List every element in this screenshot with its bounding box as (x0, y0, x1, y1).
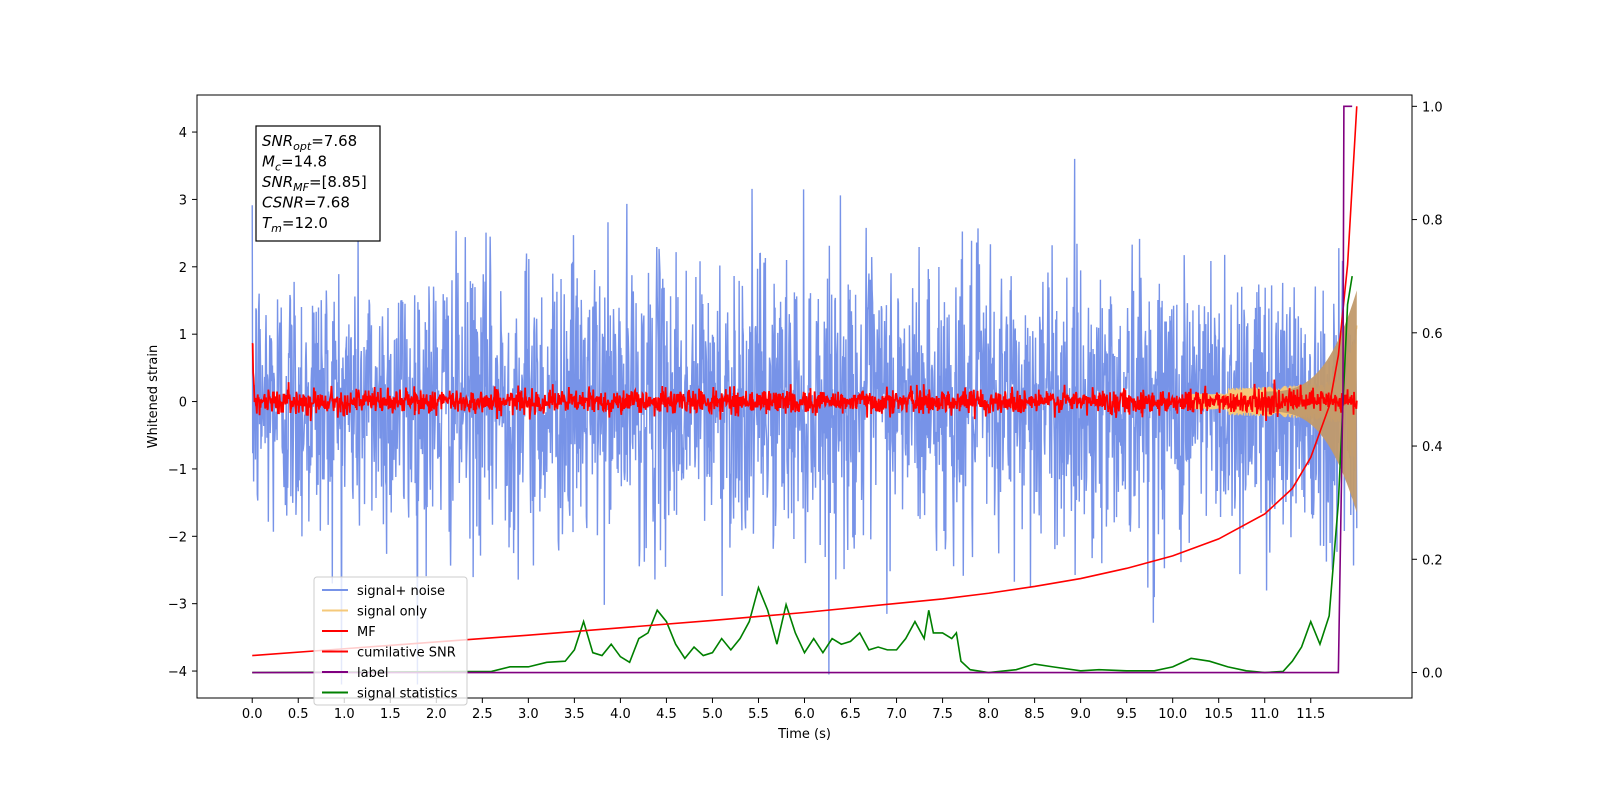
legend-entry: signal statistics (357, 687, 458, 702)
x-tick-label: 8.0 (978, 707, 999, 722)
annotation-line: SNRopt=7.68 (262, 132, 357, 153)
x-tick-label: 6.0 (794, 707, 815, 722)
y-tick-label: −4 (168, 665, 187, 680)
y-tick-label: 2 (179, 261, 187, 276)
signal-noise-layer (251, 158, 1358, 685)
annotation-line: SNRMF=[8.85] (262, 173, 367, 194)
x-tick-label: 3.0 (518, 707, 539, 722)
series-label (252, 105, 1353, 674)
annotation-line: CSNR=7.68 (262, 194, 350, 212)
legend-entry: signal only (357, 605, 427, 620)
x-tick-label: 6.5 (840, 707, 861, 722)
x-tick-label: 5.0 (702, 707, 723, 722)
legend-frame (313, 576, 468, 706)
x-tick-label: 11.0 (1250, 707, 1279, 722)
x-tick-label: 10.0 (1158, 707, 1187, 722)
x-tick-label: 2.5 (472, 707, 493, 722)
x-tick-label: 7.0 (886, 707, 907, 722)
x-tick-label: 5.5 (748, 707, 769, 722)
series-mf (251, 342, 1358, 422)
y-tick-label: 4 (179, 126, 187, 141)
x-tick-label: 2.0 (426, 707, 447, 722)
x-tick-label: 4.5 (656, 707, 677, 722)
y2-tick-label: 0.2 (1422, 553, 1443, 568)
y2-tick-label: 0.6 (1422, 327, 1443, 342)
mf-layer (251, 342, 1358, 422)
x-tick-label: 7.5 (932, 707, 953, 722)
y-tick-label: −2 (168, 530, 187, 545)
y-tick-label: 3 (179, 193, 187, 208)
x-tick-label: 0.0 (242, 707, 263, 722)
x-tick-label: 11.5 (1296, 707, 1325, 722)
y2-tick-label: 0.0 (1422, 667, 1443, 682)
annotation-line: Tm=12.0 (262, 214, 328, 235)
y-tick-label: 1 (179, 328, 187, 343)
series-cumilative-snr (252, 106, 1358, 657)
x-tick-label: 9.5 (1116, 707, 1137, 722)
legend-entry: signal+ noise (357, 584, 445, 599)
x-tick-label: 10.5 (1204, 707, 1233, 722)
y-tick-label: 0 (179, 396, 187, 411)
x-tick-label: 8.5 (1024, 707, 1045, 722)
x-axis-label: Time (s) (777, 727, 831, 742)
y-tick-label: −1 (168, 463, 187, 478)
x-tick-label: 1.0 (334, 707, 355, 722)
legend-entry: label (357, 666, 388, 681)
legend-entry: cumilative SNR (357, 646, 456, 661)
series-signal-statistics (252, 276, 1353, 674)
x-tick-label: 3.5 (564, 707, 585, 722)
annotation-frame (255, 125, 381, 242)
annotation-line: Mc=14.8 (262, 153, 327, 174)
stat-lines-layer (252, 105, 1358, 674)
y2-tick-label: 0.8 (1422, 214, 1443, 229)
x-tick-label: 0.5 (288, 707, 309, 722)
y-axis-label: Whitened strain (146, 345, 161, 448)
y2-tick-label: 1.0 (1422, 100, 1443, 115)
legend-entry: MF (357, 625, 376, 640)
y2-tick-label: 0.4 (1422, 440, 1443, 455)
x-tick-label: 9.0 (1070, 707, 1091, 722)
axes-layer: 0.0 0.5 1.0 1.5 2.0 2.5 3.0 3.5 4.0 4.5 5.0 5.5 6.0 6… (146, 94, 1443, 742)
y-tick-label: −3 (168, 598, 187, 613)
x-tick-label: 4.0 (610, 707, 631, 722)
legend: signal+ noise signal only MF cumilative SNR… (313, 576, 468, 706)
x-tick-label: 1.5 (380, 707, 401, 722)
series-signal-noise (251, 158, 1358, 685)
